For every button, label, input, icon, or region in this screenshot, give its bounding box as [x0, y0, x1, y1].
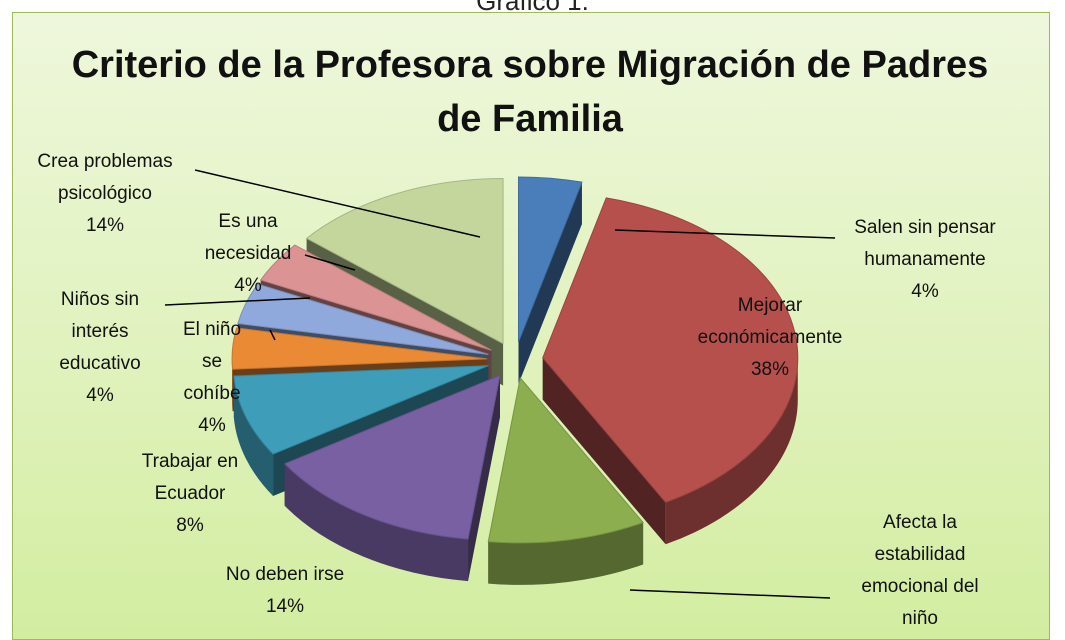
slice-side [284, 463, 469, 582]
value-label: 14% [85, 215, 125, 236]
slice-group [518, 176, 583, 384]
slice [518, 176, 583, 343]
slice-label: Mejorar económicamente 38% [680, 290, 860, 386]
slice [259, 244, 492, 351]
slice-group [542, 197, 799, 545]
leader-line [629, 589, 831, 599]
value-label: 4% [911, 281, 939, 302]
category-label: Es una necesidad [204, 211, 292, 264]
category-label: Crea problemas psicológico [37, 151, 173, 204]
leader-line [194, 169, 481, 238]
slice-group [283, 374, 501, 582]
slice [542, 197, 799, 503]
slice [237, 283, 489, 355]
slice-side [488, 522, 644, 585]
category-label: No deben irse [225, 564, 345, 585]
leader-line [614, 229, 836, 239]
slice-side [518, 182, 582, 384]
slice [233, 365, 489, 455]
slice-label: Salen sin pensar humanamente 4% [830, 212, 1020, 308]
slice-label: No deben irse 14% [185, 559, 385, 623]
leader-line [269, 329, 276, 341]
slice-label: El niño se cohíbe 4% [175, 314, 250, 442]
leader-line [304, 254, 356, 271]
value-label: 4% [234, 275, 262, 296]
slice-side [232, 358, 233, 412]
category-label: Niños sin interés educativo [59, 289, 141, 374]
slice-label: Niños sin interés educativo 4% [43, 284, 158, 412]
slice-side [468, 375, 500, 582]
value-label: 4% [198, 415, 226, 436]
value-label: 8% [176, 515, 204, 536]
value-label: 38% [750, 359, 790, 380]
slice-label: Es una necesidad 4% [188, 206, 308, 302]
slice [487, 376, 644, 544]
slice-label: Afecta la estabilidad emocional del niño [850, 507, 990, 635]
category-label: Afecta la estabilidad emocional del niño [861, 512, 979, 629]
category-label: El niño se cohíbe [182, 319, 242, 404]
slice [231, 327, 488, 370]
slice-side [665, 357, 798, 545]
category-label: Trabajar en Ecuador [141, 451, 239, 504]
slice-label: Trabajar en Ecuador 8% [125, 446, 255, 542]
value-label: 4% [86, 385, 114, 406]
slice-group [487, 376, 644, 585]
category-label: Mejorar económicamente [697, 295, 843, 348]
leader-line [164, 297, 311, 306]
category-label: Salen sin pensar humanamente [854, 217, 996, 270]
chart-title: Criterio de la Profesora sobre Migración… [71, 44, 989, 140]
slice-label: Crea problemas psicológico 14% [20, 146, 190, 242]
value-label: 14% [265, 596, 305, 617]
slice [283, 374, 501, 540]
slice [305, 178, 504, 345]
slice-side [542, 357, 666, 545]
caption: Gráfico 1. [476, 0, 589, 16]
slice-side [233, 375, 274, 497]
